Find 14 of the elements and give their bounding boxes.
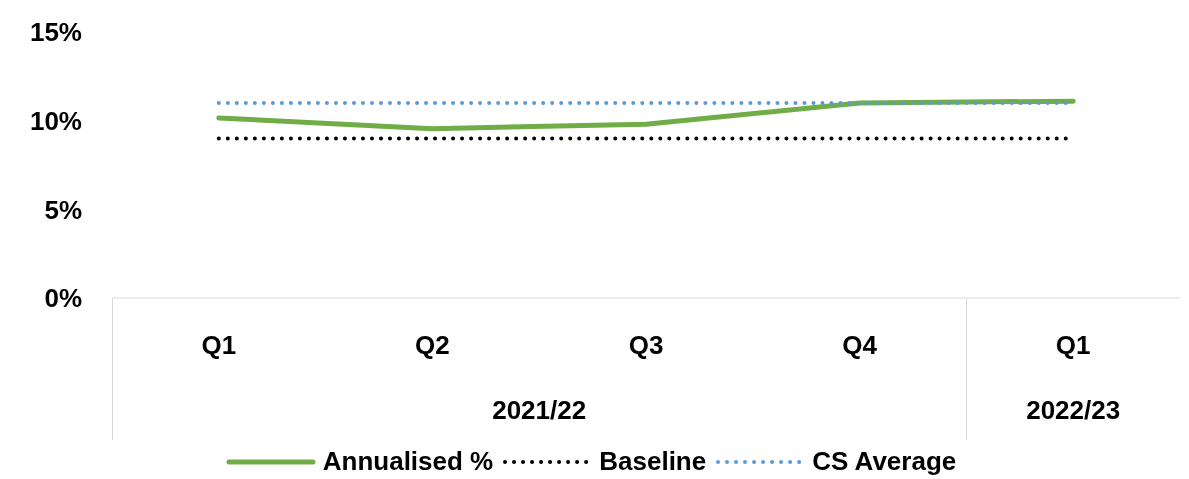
x-tick-label: Q4	[842, 330, 878, 361]
text: 2021/22	[491, 395, 588, 426]
y-tick-label: 10%	[29, 105, 82, 136]
legend-label: Annualised %	[322, 446, 494, 477]
y-tick-label: 15%	[29, 17, 82, 48]
y-tick-label: 0%	[44, 283, 82, 314]
x-tick-label: Q1	[201, 330, 237, 361]
text: 2022/23	[1025, 395, 1122, 426]
x-tick-label: Q1	[1055, 330, 1091, 361]
legend-label: Baseline	[599, 446, 707, 477]
y-tick-label: 5%	[44, 194, 82, 225]
x-tick-label: Q3	[628, 330, 664, 361]
legend-label: CS Average	[812, 446, 957, 477]
x-tick-label: Q2	[415, 330, 450, 361]
